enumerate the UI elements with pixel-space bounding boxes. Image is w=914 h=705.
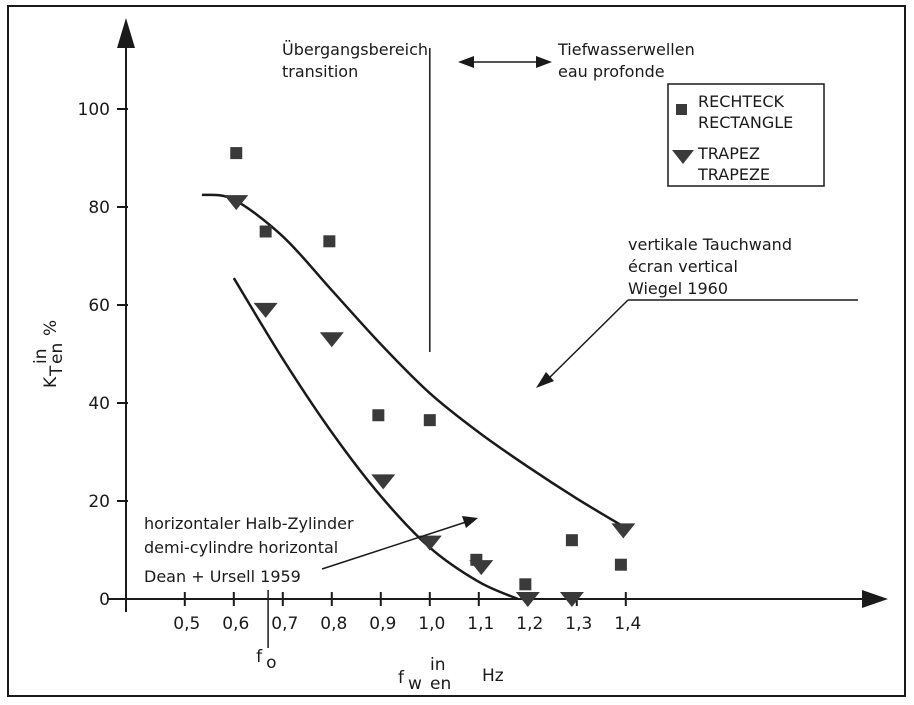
x-tick-label: 1,0 [418, 614, 445, 634]
y-tick-label: 0 [99, 590, 110, 610]
y-tick-label: 80 [88, 198, 110, 218]
legend-trapez-line2: TRAPEZE [697, 165, 770, 184]
region-left-line2: transition [282, 62, 358, 81]
wiegel-pointer [544, 299, 629, 383]
svg-text:en: en [430, 674, 451, 694]
f0-label: f o [256, 647, 276, 673]
x-tick-label: 0,6 [222, 614, 249, 634]
trapez-point [559, 592, 584, 607]
svg-text:f: f [256, 647, 263, 667]
trapez-point [469, 560, 494, 576]
svg-text:%: % [41, 320, 61, 336]
x-tick-label: 0,9 [369, 614, 396, 634]
legend-rechteck-line2: RECTANGLE [698, 113, 793, 132]
x-tick-label: 1,2 [516, 614, 543, 634]
region-right-line2: eau profonde [558, 62, 665, 81]
x-tick-label: 0,7 [271, 614, 298, 634]
trapez-point [319, 332, 344, 348]
y-tick-label: 100 [78, 100, 110, 120]
legend-rechteck-line1: RECHTECK [698, 92, 784, 111]
legend-square-marker [676, 104, 687, 115]
region-left-line1: Übergangsbereich [282, 40, 428, 59]
wiegel-pointer-head [536, 372, 554, 388]
y-tick-label: 60 [88, 296, 110, 316]
svg-text:Hz: Hz [482, 666, 504, 686]
trapez-point [253, 302, 278, 318]
rechteck-point [519, 578, 532, 591]
x-tick-label: 0,8 [320, 614, 347, 634]
rechteck-point [259, 225, 272, 238]
series-trapez [224, 195, 636, 607]
svg-text:T: T [47, 365, 67, 377]
x-tick-label: 0,5 [173, 614, 200, 634]
trapez-point [224, 195, 249, 211]
y-tick-label: 20 [88, 492, 110, 512]
wiegel-label-line1: vertikale Tauchwand [628, 235, 792, 254]
y-axis-label: K T in en % [31, 320, 67, 388]
y-ticks: 0 20 40 60 80 100 [78, 100, 128, 610]
x-tick-label: 1,3 [565, 614, 592, 634]
rechteck-point [565, 534, 578, 547]
svg-text:f: f [398, 668, 405, 688]
region-arrows [458, 56, 552, 68]
trapez-point [371, 474, 396, 490]
trapez-point [611, 523, 636, 539]
x-tick-label: 1,1 [467, 614, 494, 634]
y-tick-label: 40 [88, 394, 110, 414]
dean-pointer-head [462, 516, 478, 528]
wiegel-label-line2: écran vertical [628, 257, 738, 276]
series-rechteck [230, 147, 627, 591]
legend-triangle-marker [672, 150, 694, 164]
svg-text:in: in [31, 349, 51, 365]
curve-wiegel [201, 193, 627, 530]
legend-trapez-line1: TRAPEZ [697, 144, 760, 163]
dean-label-line2: demi-cylindre horizontal [144, 538, 338, 557]
x-tick-label: 1,4 [614, 614, 641, 634]
legend: RECHTECK RECTANGLE TRAPEZ TRAPEZE [667, 83, 825, 187]
y-axis-arrow [117, 18, 135, 48]
dean-label-line1: horizontaler Halb-Zylinder [144, 514, 354, 533]
curve-dean-ursell [232, 277, 519, 601]
dean-label-line3: Dean + Ursell 1959 [144, 567, 301, 586]
svg-text:in: in [430, 655, 446, 675]
wiegel-label-line3: Wiegel 1960 [628, 279, 728, 298]
svg-text:w: w [408, 674, 422, 694]
rechteck-point [614, 558, 627, 571]
rechteck-point [372, 409, 385, 422]
rechteck-point [323, 235, 336, 248]
x-ticks: 0,5 0,6 0,7 0,8 0,9 1,0 1,1 1,2 1,3 1,4 [173, 592, 641, 634]
x-axis-arrow [862, 590, 888, 608]
rechteck-point [230, 147, 243, 160]
dean-pointer [321, 521, 467, 570]
trapez-point [417, 535, 442, 551]
rechteck-point [423, 414, 436, 427]
legend-box [667, 83, 825, 187]
svg-text:K: K [41, 376, 61, 388]
x-axis-label: f w in en Hz [398, 655, 504, 694]
trapez-point [515, 592, 540, 607]
svg-text:o: o [266, 653, 276, 673]
svg-text:en: en [47, 343, 67, 364]
region-right-line1: Tiefwasserwellen [557, 40, 695, 59]
